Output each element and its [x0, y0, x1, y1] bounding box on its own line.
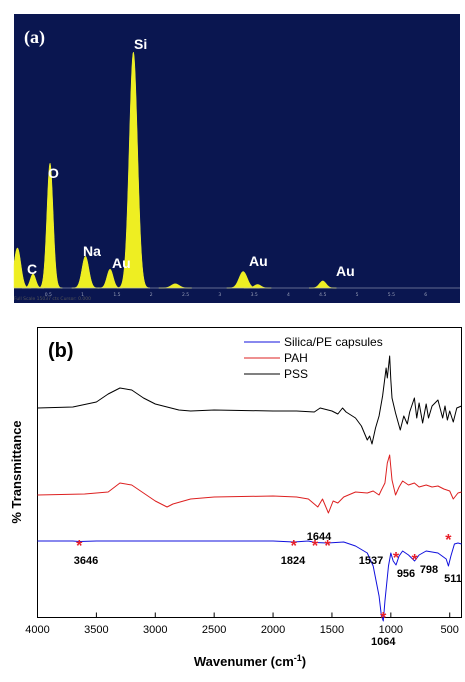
peak-marker-1824: * [291, 538, 298, 555]
legend: Silica/PE capsules PAH PSS [244, 335, 383, 381]
legend-label-pah: PAH [284, 351, 308, 365]
x-tick-label: 2500 [202, 624, 226, 636]
eds-tick-label: 1 [81, 292, 84, 298]
eds-panel: 0.5 1 1.5 2 2.5 3 3.5 4 4.5 5 5.5 6 (a) C O Na Au S… [13, 14, 460, 303]
x-axis-title-sup: -1 [294, 653, 302, 663]
eds-tick-label: 0.5 [45, 292, 52, 298]
eds-label-si: Si [134, 36, 147, 52]
eds-tick-label: 3 [218, 292, 221, 298]
peak-label-1537: 1537 [359, 555, 383, 567]
peak-marker-798: * [412, 552, 419, 569]
eds-tick-label: 5 [356, 292, 359, 298]
peak-label-956: 956 [397, 568, 415, 580]
series-line-pah [37, 454, 462, 514]
eds-tick-label: 1.5 [113, 292, 120, 298]
x-tick-label: 1000 [379, 624, 403, 636]
x-tick-label: 3500 [84, 624, 108, 636]
eds-background [14, 14, 460, 303]
ftir-x-ticks: 4000 3500 3000 2500 2000 1500 1000 500 [25, 612, 459, 636]
peak-marker-3646: * [76, 538, 83, 555]
eds-tick-label: 2 [150, 292, 153, 298]
legend-label-silica: Silica/PE capsules [284, 335, 383, 349]
peak-marker-1537: * [324, 538, 331, 555]
x-tick-label: 3000 [143, 624, 167, 636]
x-tick-label: 500 [441, 624, 459, 636]
series-line-silica-pe [37, 540, 462, 622]
peak-marker-1064: * [380, 610, 387, 627]
eds-peaks [13, 51, 337, 289]
peak-marker-956: * [393, 550, 400, 567]
eds-label-na: Na [83, 243, 101, 259]
eds-tick-labels: 0.5 1 1.5 2 2.5 3 3.5 4 4.5 5 5.5 6 [45, 292, 428, 298]
peak-label-1824: 1824 [281, 555, 306, 567]
legend-label-pss: PSS [284, 367, 308, 381]
eds-peak-o-1 [37, 162, 63, 289]
eds-label-o: O [48, 165, 59, 181]
series-line-pss [37, 355, 462, 445]
eds-label-au-2: Au [249, 253, 268, 269]
x-axis-title: Wavenumer (cm-1) [194, 653, 306, 669]
eds-peak-na-2 [71, 255, 100, 289]
eds-label-au-3: Au [336, 263, 355, 279]
eds-peak-si-4 [116, 51, 150, 289]
peak-marker-1644: * [312, 538, 319, 555]
x-tick-label: 2000 [261, 624, 285, 636]
eds-peak-au-5 [226, 271, 260, 289]
eds-tick-label: 3.5 [251, 292, 258, 298]
peak-marker-511: * [445, 532, 452, 549]
x-axis-title-close: ) [302, 654, 306, 669]
eds-tick-label: 4.5 [319, 292, 326, 298]
peak-label-3646: 3646 [74, 555, 98, 567]
peak-label-798: 798 [420, 564, 438, 576]
eds-footer: Full Scale 15037 cts Cursor: 0.000 [14, 296, 91, 302]
eds-tick-label: 6 [424, 292, 427, 298]
peak-label-1644: 1644 [307, 531, 332, 543]
peak-annotations: *3646*1824*1644*1537 *956*798*511*1064 [74, 531, 462, 648]
y-axis-title: % Transmittance [9, 420, 24, 523]
eds-label-c: C [27, 261, 37, 277]
peak-label-1064: 1064 [371, 636, 396, 648]
x-tick-label: 4000 [25, 624, 49, 636]
ftir-plot-frame [37, 327, 462, 618]
x-tick-label: 1500 [320, 624, 344, 636]
ftir-panel-label: (b) [48, 340, 74, 362]
ftir-panel: 4000 3500 3000 2500 2000 1500 1000 500 (b) Sili… [9, 327, 462, 669]
x-axis-title-main: Wavenumer (cm [194, 654, 294, 669]
eds-tick-label: 5.5 [388, 292, 395, 298]
eds-panel-label: (a) [24, 27, 45, 48]
eds-tick-label: 4 [287, 292, 290, 298]
ftir-series [37, 355, 462, 622]
eds-label-au-1: Au [112, 255, 131, 271]
eds-tick-label: 2.5 [182, 292, 189, 298]
peak-label-511: 511 [444, 573, 462, 585]
